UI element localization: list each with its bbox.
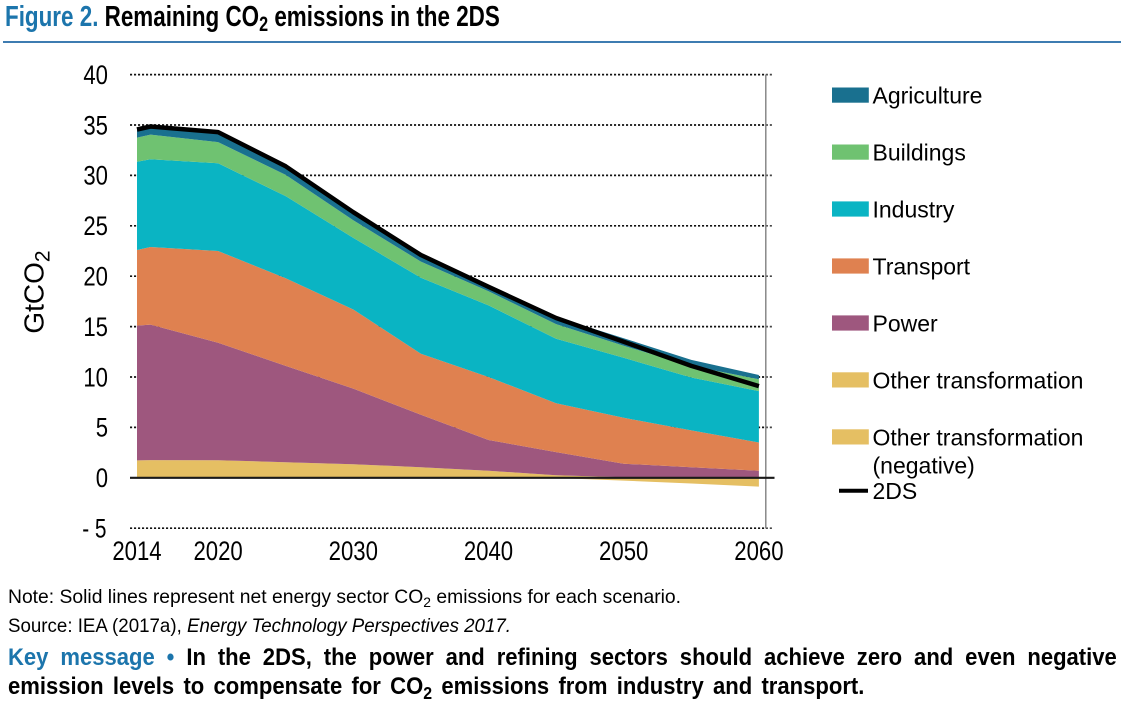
svg-text:2060: 2060 <box>734 536 783 566</box>
svg-text:0: 0 <box>96 463 108 493</box>
svg-text:Other transformation: Other transformation <box>873 367 1084 393</box>
svg-text:20: 20 <box>83 262 108 292</box>
svg-text:2DS: 2DS <box>873 478 918 504</box>
svg-text:(negative): (negative) <box>873 452 975 478</box>
svg-text:2030: 2030 <box>329 536 378 566</box>
svg-text:15: 15 <box>83 312 108 342</box>
svg-text:35: 35 <box>83 110 108 140</box>
svg-text:2020: 2020 <box>193 536 242 566</box>
svg-text:10: 10 <box>83 362 108 392</box>
svg-text:2040: 2040 <box>464 536 513 566</box>
svg-text:Industry: Industry <box>873 196 955 222</box>
svg-text:Buildings: Buildings <box>873 140 966 166</box>
svg-text:2014: 2014 <box>112 536 161 566</box>
svg-text:5: 5 <box>96 413 108 443</box>
svg-text:2050: 2050 <box>599 536 648 566</box>
svg-text:Agriculture: Agriculture <box>873 83 983 109</box>
svg-text:40: 40 <box>83 60 108 90</box>
svg-text:Transport: Transport <box>873 253 971 279</box>
svg-text:25: 25 <box>83 211 108 241</box>
svg-text:- 5: - 5 <box>82 514 106 544</box>
svg-text:GtCO2: GtCO2 <box>19 250 55 333</box>
svg-text:Power: Power <box>873 310 939 336</box>
svg-text:30: 30 <box>83 161 108 191</box>
svg-text:Other transformation: Other transformation <box>873 424 1084 450</box>
